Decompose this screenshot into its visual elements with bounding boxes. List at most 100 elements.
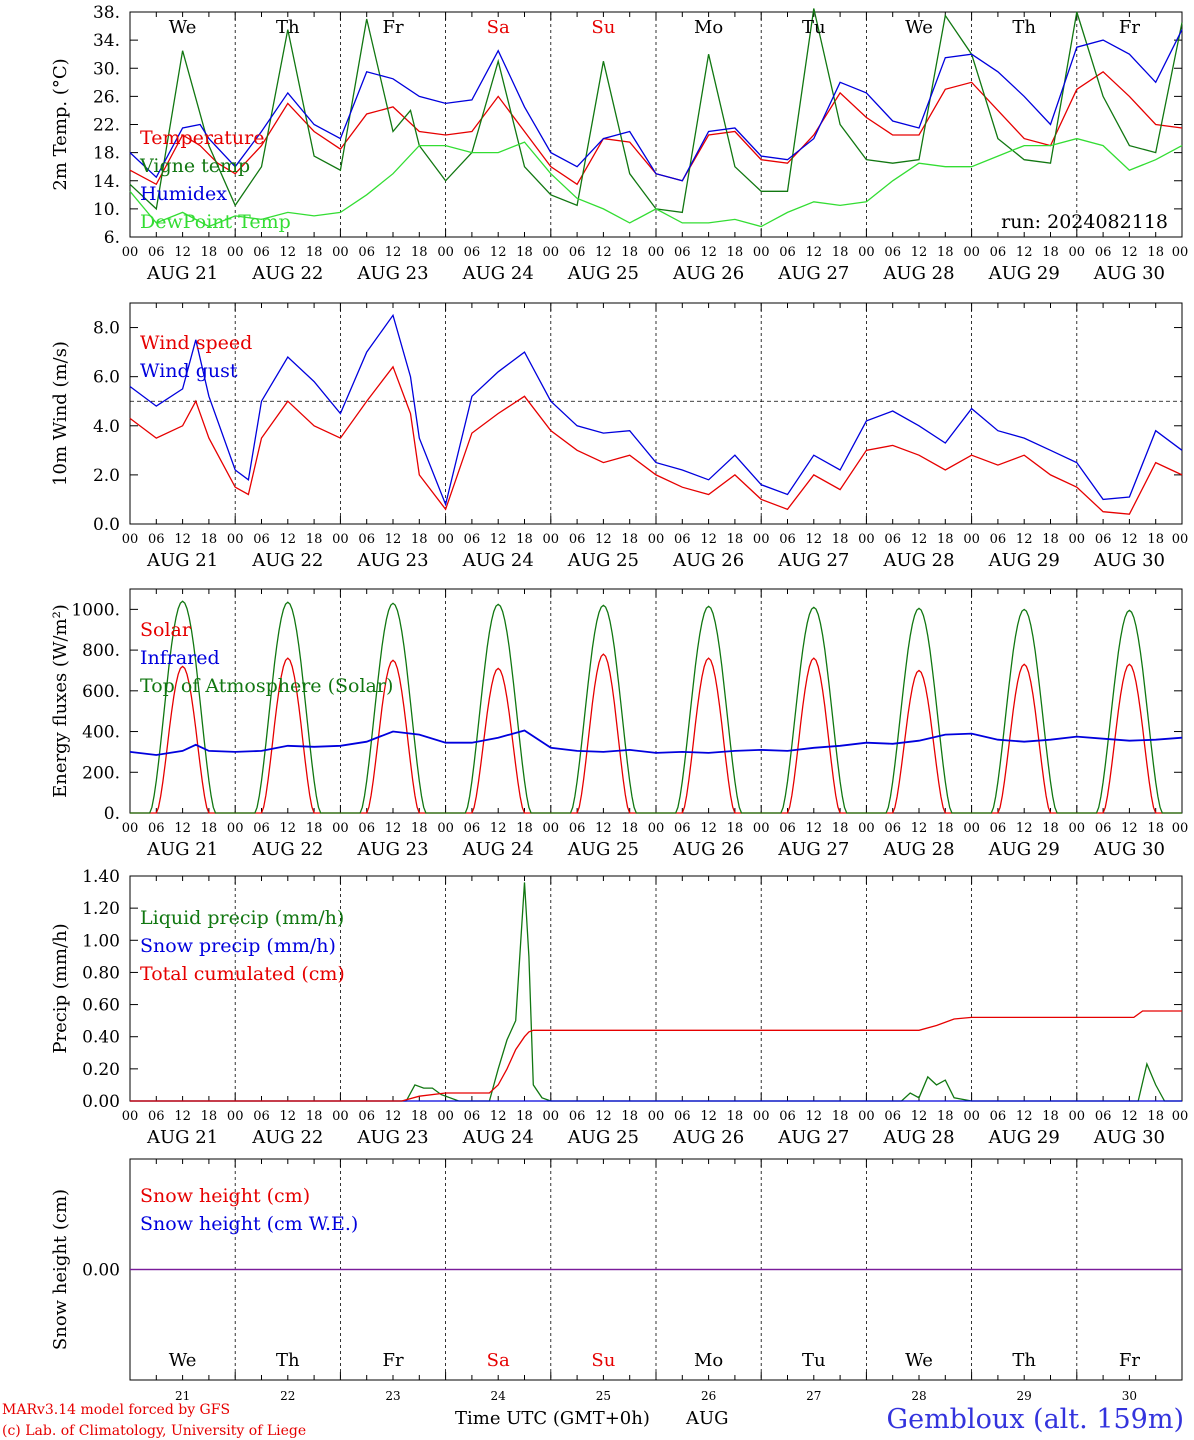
hour-tick-label: 06 [358,245,375,260]
hour-tick-label: 12 [490,821,507,836]
hour-tick-label: 18 [411,821,428,836]
date-label: AUG 28 [882,263,954,284]
hour-tick-label: 18 [621,245,638,260]
hour-tick-label: 00 [332,1109,349,1124]
hour-tick-label: 12 [1121,245,1138,260]
hour-tick-label: 18 [832,245,849,260]
day-number: 27 [806,1389,821,1403]
series-top-of-atmosphere-solar--day-3 [340,602,446,814]
hour-tick-label: 18 [411,1109,428,1124]
hour-tick-label: 00 [648,1109,665,1124]
weekday-label: We [169,17,197,38]
date-label: AUG 29 [988,839,1060,860]
hour-tick-label: 06 [990,821,1007,836]
x-axis-title: Time UTC (GMT+0h) [455,1408,650,1429]
series-dewpoint-temp [129,137,1183,228]
y-tick-label: 400. [82,723,120,743]
weekday-label: Th [1012,1350,1036,1371]
hour-tick-label: 06 [464,1109,481,1124]
hour-tick-label: 12 [1016,532,1033,547]
hour-tick-label: 18 [306,821,323,836]
y-tick-label: 10. [93,200,120,220]
hour-tick-label: 00 [1172,821,1189,836]
hour-tick-label: 06 [674,821,691,836]
hour-tick-label: 00 [437,245,454,260]
y-tick-label: 0. [104,804,120,824]
hour-tick-label: 00 [437,532,454,547]
date-label: AUG 23 [356,263,428,284]
hour-tick-label: 12 [490,1109,507,1124]
hour-tick-label: 00 [963,245,980,260]
hour-tick-label: 12 [700,1109,717,1124]
hour-tick-label: 06 [148,1109,165,1124]
weekday-label: Mo [694,1350,723,1371]
hour-tick-label: 12 [595,245,612,260]
date-label: AUG 22 [251,1127,323,1148]
date-label: AUG 23 [356,550,428,571]
hour-tick-label: 00 [1069,245,1086,260]
legend-entry: Total cumulated (cm) [140,963,345,985]
hour-tick-label: 18 [201,1109,218,1124]
panel-flux [129,588,1183,814]
y-tick-label: 200. [82,763,120,783]
panel-precip [129,875,1183,1102]
hour-tick-label: 00 [753,245,770,260]
series-total-cumulated-cm- [130,1010,1182,1102]
hour-tick-label: 12 [700,245,717,260]
weekday-label: Sa [487,17,510,38]
date-label: AUG 24 [462,263,534,284]
date-label: AUG 27 [777,550,849,571]
date-label: AUG 28 [882,839,954,860]
weekday-label: Su [591,17,615,38]
series-top-of-atmosphere-solar--day-5 [550,604,656,814]
hour-tick-label: 12 [385,245,402,260]
hour-tick-label: 12 [174,532,191,547]
hour-tick-label: 06 [569,532,586,547]
day-number: 24 [491,1389,507,1403]
date-label: AUG 26 [672,550,744,571]
hour-tick-label: 12 [1016,1109,1033,1124]
hour-tick-label: 06 [358,821,375,836]
y-tick-label: 0.00 [82,1092,120,1112]
weekday-label: Tu [802,17,826,38]
day-number: 26 [701,1389,716,1403]
series-top-of-atmosphere-solar--day-10 [1076,609,1182,814]
series-wind-gust [129,313,1183,507]
hour-tick-label: 00 [963,1109,980,1124]
series-infrared [129,729,1183,756]
hour-tick-label: 00 [437,1109,454,1124]
y-tick-label: 1.20 [82,899,120,919]
date-label: AUG 30 [1093,263,1165,284]
hour-tick-label: 06 [464,245,481,260]
weekday-label: Th [276,17,300,38]
hour-tick-label: 06 [253,1109,270,1124]
day-number: 22 [280,1389,295,1403]
date-label: AUG 29 [988,1127,1060,1148]
hour-tick-label: 18 [832,1109,849,1124]
date-label: AUG 28 [882,1127,954,1148]
date-label: AUG 24 [462,1127,534,1148]
hour-tick-label: 06 [779,1109,796,1124]
hour-tick-label: 12 [174,821,191,836]
hour-tick-label: 06 [253,532,270,547]
hour-tick-label: 12 [806,245,823,260]
hour-tick-label: 00 [437,821,454,836]
footer-model-credit: MARv3.14 model forced by GFS [2,1402,230,1418]
hour-tick-label: 12 [700,532,717,547]
hour-tick-label: 00 [543,245,560,260]
date-label: AUG 25 [567,263,639,284]
y-axis-label: Snow height (cm) [50,1189,71,1350]
hour-tick-label: 12 [595,1109,612,1124]
y-tick-label: 14. [93,172,120,192]
hour-tick-label: 06 [569,1109,586,1124]
hour-tick-label: 00 [227,245,244,260]
hour-tick-label: 00 [332,245,349,260]
date-label: AUG 27 [777,263,849,284]
hour-tick-label: 12 [806,1109,823,1124]
hour-tick-label: 00 [543,821,560,836]
y-tick-label: 6. [104,228,120,248]
hour-tick-label: 12 [700,821,717,836]
hour-tick-label: 06 [1095,532,1112,547]
panel-wind [129,302,1183,525]
legend-entry: Temperature [140,127,264,149]
